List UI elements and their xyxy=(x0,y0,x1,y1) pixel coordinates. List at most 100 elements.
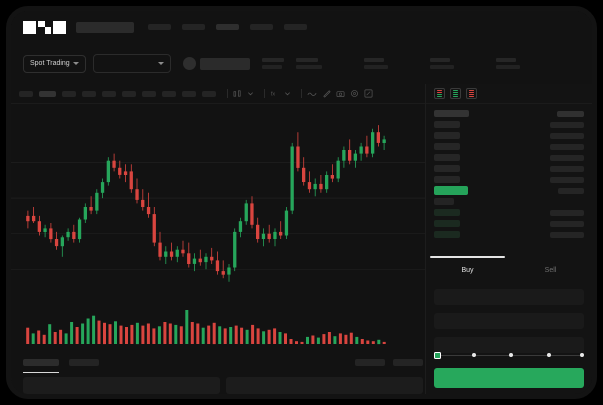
timeframe-button-5[interactable] xyxy=(102,90,116,97)
search-input[interactable] xyxy=(76,21,134,33)
buy-sell-tabs: Buy Sell xyxy=(426,256,592,281)
stat-label xyxy=(295,58,318,62)
stat-value xyxy=(295,65,322,69)
nav-item-5[interactable] xyxy=(284,24,307,30)
slider-stop-75[interactable] xyxy=(546,353,551,357)
stat-item xyxy=(495,58,520,69)
order-panel-right[interactable] xyxy=(226,377,423,394)
pair-select-dropdown[interactable] xyxy=(92,54,171,73)
tab-sell[interactable]: Sell xyxy=(544,266,557,274)
order-tab-2[interactable] xyxy=(69,358,99,366)
slider-stop-25[interactable] xyxy=(471,353,476,357)
order-total-field[interactable] xyxy=(434,337,584,353)
toolbar-divider xyxy=(264,89,265,98)
chevron-down-icon xyxy=(72,62,79,65)
order-price-field[interactable] xyxy=(434,289,584,305)
orderbook-row[interactable] xyxy=(434,220,584,227)
candlestick-chart-icon[interactable] xyxy=(233,89,242,98)
volume-chart xyxy=(11,304,435,350)
settings-gear-icon[interactable] xyxy=(350,89,359,98)
orderbook[interactable] xyxy=(426,104,592,256)
timeframe-button-9[interactable] xyxy=(182,90,196,97)
order-panel-left[interactable] xyxy=(23,377,220,394)
timeframe-button-2[interactable] xyxy=(39,90,56,97)
orderbook-row[interactable] xyxy=(434,176,584,183)
timeframe-button-7[interactable] xyxy=(142,90,156,97)
stat-value xyxy=(363,65,388,69)
volume-svg xyxy=(26,310,386,345)
timeframe-button-4[interactable] xyxy=(82,90,96,97)
orderbook-trade-panel: Buy Sell xyxy=(425,84,592,394)
order-tab-1[interactable] xyxy=(23,358,59,373)
timeframe-button-8[interactable] xyxy=(162,90,176,97)
order-amount-field[interactable] xyxy=(434,313,584,329)
device-frame: Spot Trading xyxy=(6,6,597,399)
camera-icon[interactable] xyxy=(336,89,345,98)
slider-handle[interactable] xyxy=(434,351,441,359)
orderbook-last-price-row xyxy=(434,186,584,195)
stat-item xyxy=(295,58,322,69)
order-tab-action-2[interactable] xyxy=(393,358,423,366)
logo-block-x xyxy=(53,20,66,34)
orderbook-row[interactable] xyxy=(434,165,584,172)
orderbook-header-row xyxy=(434,110,584,117)
nav-item-2[interactable] xyxy=(182,24,205,30)
spot-trading-dropdown[interactable]: Spot Trading xyxy=(23,54,86,73)
orderbook-view-asks-only-icon[interactable] xyxy=(466,88,477,99)
price-chart[interactable] xyxy=(11,104,435,304)
candlestick-svg xyxy=(11,125,427,282)
order-tabs xyxy=(11,351,435,373)
spot-trading-label: Spot Trading xyxy=(30,60,70,67)
chevron-down-icon xyxy=(157,62,164,65)
submit-buy-button[interactable] xyxy=(434,368,584,388)
stat-item xyxy=(429,58,454,69)
stat-label xyxy=(429,58,450,62)
orderbook-row[interactable] xyxy=(434,132,584,139)
logo-block-k xyxy=(38,20,51,34)
toolbar-divider xyxy=(301,89,302,98)
fullscreen-icon[interactable] xyxy=(364,89,373,98)
orderbook-row[interactable] xyxy=(434,121,584,128)
stat-label xyxy=(495,58,516,62)
pair-name xyxy=(199,57,250,70)
indicators-icon[interactable]: fx xyxy=(270,89,279,98)
drawing-tools-icon[interactable] xyxy=(322,89,331,98)
timeframe-button-10[interactable] xyxy=(202,90,216,97)
orderbook-row[interactable] xyxy=(434,154,584,161)
stat-label xyxy=(261,58,284,62)
stat-item xyxy=(363,58,388,69)
stat-value xyxy=(495,65,520,69)
tab-buy[interactable]: Buy xyxy=(426,256,509,281)
timeframe-button-6[interactable] xyxy=(122,90,136,97)
stat-value xyxy=(429,65,454,69)
order-panels xyxy=(11,377,435,394)
line-chart-icon[interactable] xyxy=(307,90,317,98)
timeframe-button-1[interactable] xyxy=(19,90,33,97)
orderbook-view-bids-only-icon[interactable] xyxy=(450,88,461,99)
pair-coin-avatar xyxy=(182,57,196,70)
svg-text:fx: fx xyxy=(271,91,275,97)
orderbook-row[interactable] xyxy=(434,143,584,150)
orderbook-row[interactable] xyxy=(434,198,584,205)
okx-logo-icon[interactable] xyxy=(23,20,66,34)
amount-percent-slider[interactable] xyxy=(434,350,584,360)
trading-app: Spot Trading xyxy=(11,11,592,394)
slider-stop-100[interactable] xyxy=(580,353,584,357)
stat-label xyxy=(363,58,384,62)
orderbook-row[interactable] xyxy=(434,209,584,216)
orderbook-view-both-icon[interactable] xyxy=(434,88,445,99)
chevron-down-icon[interactable] xyxy=(247,90,254,97)
nav-item-4[interactable] xyxy=(250,24,273,30)
timeframe-button-3[interactable] xyxy=(62,90,76,97)
order-tab-action-1[interactable] xyxy=(355,358,385,366)
orderbook-row[interactable] xyxy=(434,231,584,238)
stat-value xyxy=(261,65,282,69)
stat-item xyxy=(261,58,284,69)
chevron-down-icon[interactable] xyxy=(284,90,291,97)
pair-stats-bar: Spot Trading xyxy=(11,43,592,84)
slider-stop-50[interactable] xyxy=(509,353,513,357)
nav-item-1[interactable] xyxy=(148,24,171,30)
nav-item-3[interactable] xyxy=(216,24,239,30)
logo-block-o xyxy=(23,20,36,34)
orderbook-view-modes xyxy=(426,84,592,104)
